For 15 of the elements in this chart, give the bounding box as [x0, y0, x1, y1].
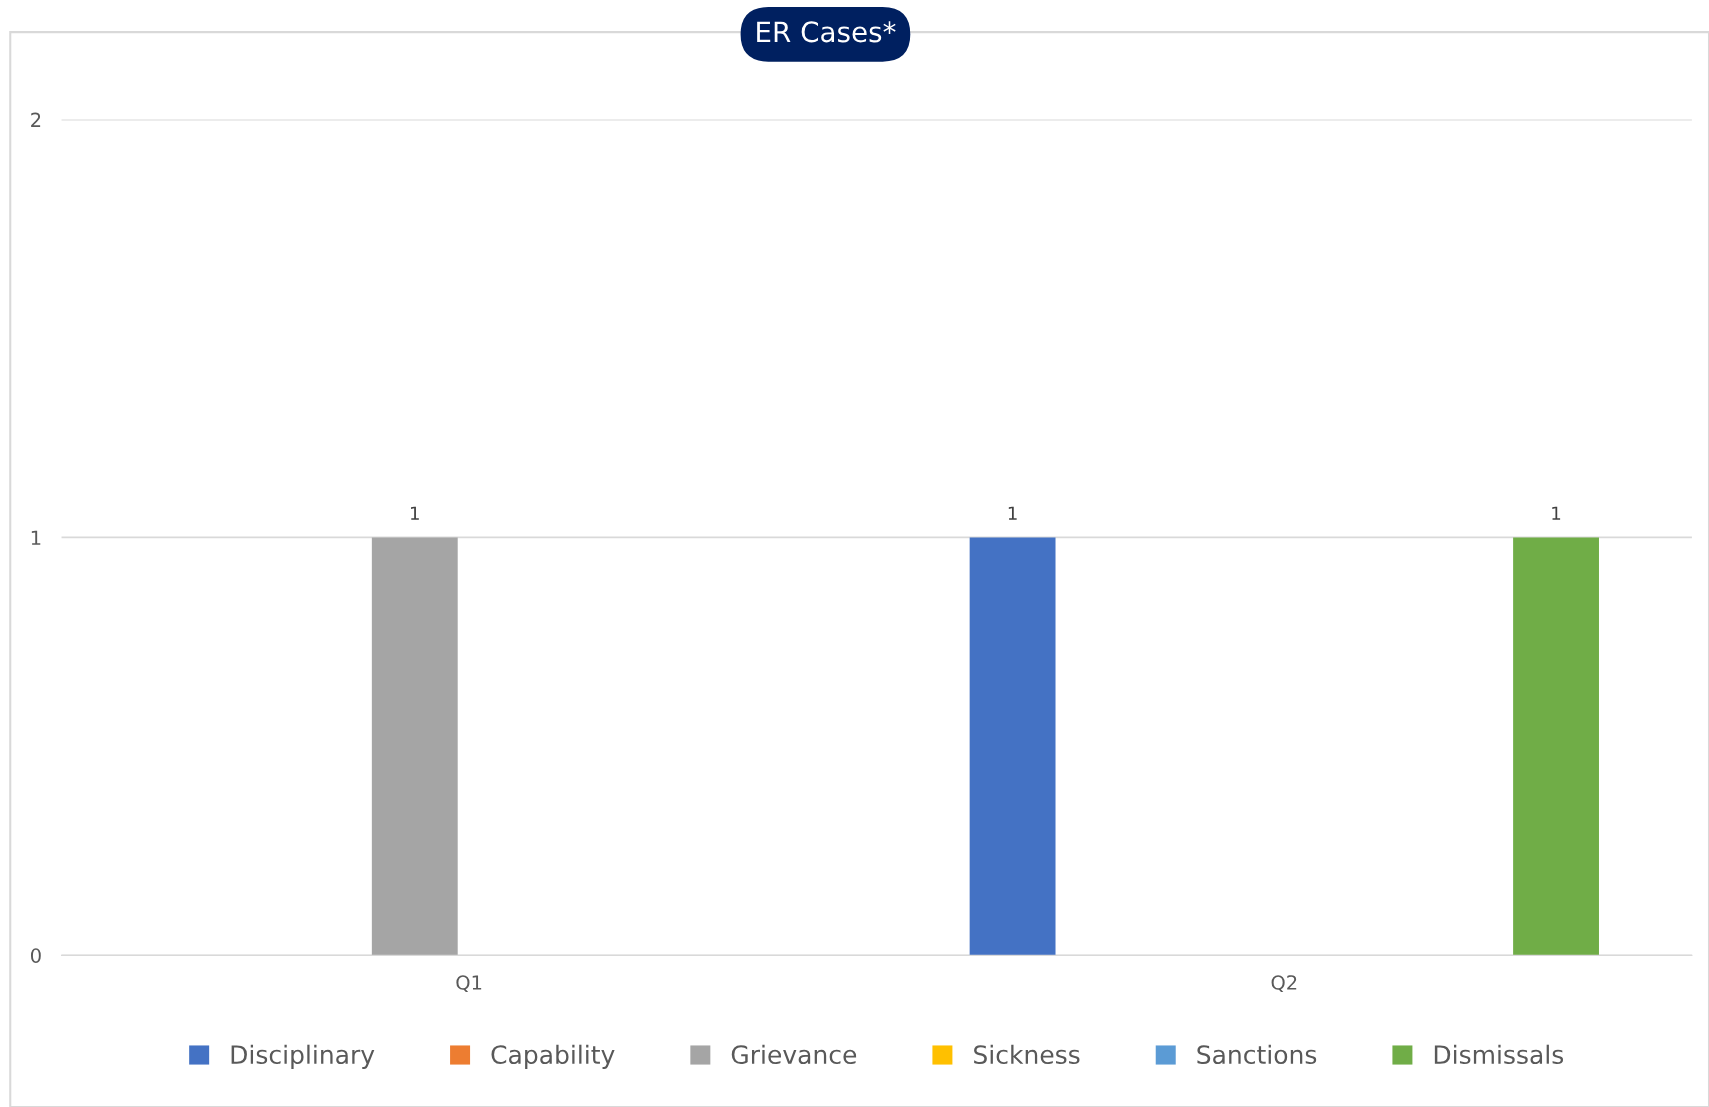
- y-tick-label: 2: [31, 112, 41, 127]
- legend-label: Sanctions: [1197, 1044, 1317, 1065]
- y-tick-label: 1: [31, 530, 41, 545]
- legend-label: Capability: [491, 1044, 615, 1069]
- legend-label: Dismissals: [1434, 1044, 1564, 1065]
- data-label: 1: [1008, 506, 1017, 520]
- data-label: 1: [411, 506, 419, 520]
- x-tick-label: Q1: [456, 975, 482, 993]
- data-label: 1: [1552, 506, 1561, 520]
- legend-label: Sickness: [974, 1044, 1080, 1065]
- x-tick-label: Q2: [1271, 975, 1297, 993]
- y-tick-label: 0: [30, 948, 41, 963]
- chart-title: ER Cases*: [757, 21, 896, 43]
- legend-label: Disciplinary: [231, 1044, 375, 1069]
- legend-label: Grievance: [731, 1044, 857, 1065]
